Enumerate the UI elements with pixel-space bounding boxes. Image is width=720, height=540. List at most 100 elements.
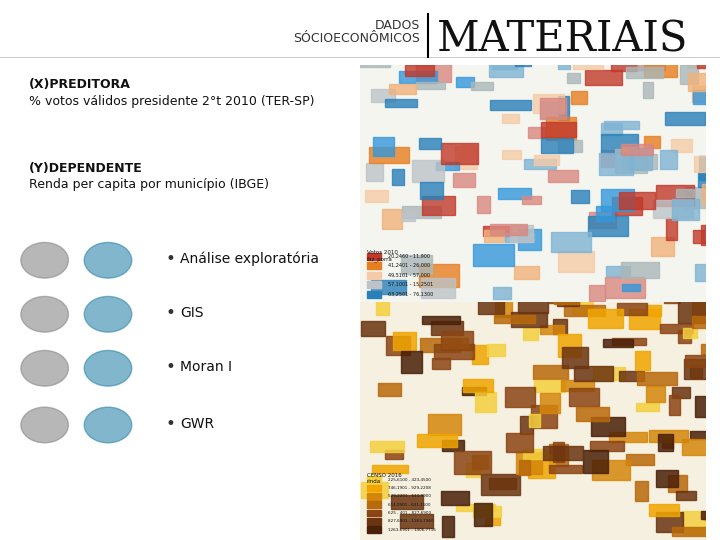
Bar bbox=[571, 91, 587, 104]
Bar bbox=[619, 192, 655, 209]
Bar bbox=[417, 434, 456, 447]
Bar bbox=[618, 303, 647, 315]
Text: 529,2201 - 613,9900: 529,2201 - 613,9900 bbox=[387, 494, 431, 498]
Bar bbox=[606, 266, 629, 276]
Bar bbox=[540, 98, 567, 119]
Bar bbox=[546, 117, 576, 140]
Text: 225,6100 - 423,4500: 225,6100 - 423,4500 bbox=[387, 478, 431, 482]
Bar bbox=[360, 49, 390, 66]
Bar bbox=[392, 495, 423, 509]
Bar bbox=[366, 163, 383, 181]
Bar bbox=[624, 147, 636, 156]
Bar bbox=[367, 291, 381, 298]
Text: 20,2460 - 11,900: 20,2460 - 11,900 bbox=[387, 254, 430, 259]
Bar bbox=[601, 189, 634, 211]
Bar bbox=[629, 147, 652, 170]
Bar bbox=[523, 328, 538, 340]
Bar bbox=[487, 344, 505, 356]
Bar bbox=[651, 238, 674, 256]
Bar bbox=[688, 55, 720, 68]
Bar bbox=[662, 438, 672, 448]
Bar bbox=[588, 308, 624, 328]
Bar bbox=[667, 218, 678, 240]
Text: 63,2501 - 76,1300: 63,2501 - 76,1300 bbox=[387, 292, 433, 296]
Text: 746,1901 - 929,2208: 746,1901 - 929,2208 bbox=[387, 486, 431, 490]
Bar bbox=[683, 328, 697, 339]
Circle shape bbox=[21, 296, 68, 332]
Bar bbox=[367, 281, 381, 288]
Bar bbox=[599, 153, 633, 176]
Bar bbox=[615, 150, 647, 173]
Bar bbox=[367, 518, 381, 524]
Bar bbox=[528, 414, 541, 427]
Bar bbox=[660, 324, 693, 333]
Bar bbox=[371, 280, 407, 294]
Bar bbox=[549, 444, 568, 467]
Bar bbox=[518, 300, 548, 313]
Bar bbox=[432, 359, 451, 369]
Bar bbox=[603, 339, 634, 347]
Bar bbox=[693, 90, 720, 104]
Bar bbox=[678, 300, 718, 322]
Bar bbox=[608, 432, 647, 442]
Bar bbox=[694, 156, 718, 172]
Bar bbox=[636, 403, 660, 411]
Bar bbox=[474, 503, 492, 526]
Bar bbox=[456, 77, 474, 86]
Circle shape bbox=[21, 407, 68, 443]
Bar bbox=[676, 491, 696, 501]
Text: 1263,6901 - 1406,7716: 1263,6901 - 1406,7716 bbox=[387, 528, 436, 531]
Bar bbox=[442, 338, 468, 348]
Text: •: • bbox=[166, 304, 176, 322]
Bar bbox=[475, 392, 496, 411]
Bar bbox=[524, 159, 557, 168]
Bar bbox=[461, 145, 475, 157]
Bar bbox=[696, 396, 719, 417]
Bar bbox=[441, 143, 478, 164]
Bar bbox=[558, 57, 570, 70]
Bar bbox=[688, 73, 713, 91]
Bar bbox=[515, 59, 531, 66]
Bar bbox=[676, 188, 694, 197]
Bar bbox=[442, 441, 464, 451]
Bar bbox=[548, 287, 570, 303]
Bar bbox=[490, 100, 531, 110]
Bar bbox=[419, 264, 459, 287]
Bar bbox=[682, 511, 711, 534]
Bar bbox=[420, 338, 459, 352]
Bar bbox=[701, 511, 720, 519]
Bar bbox=[402, 206, 441, 218]
Bar bbox=[511, 312, 546, 327]
Bar bbox=[399, 71, 437, 83]
Bar bbox=[412, 160, 444, 181]
Bar bbox=[540, 394, 560, 413]
Bar bbox=[541, 102, 557, 119]
Bar bbox=[361, 321, 385, 336]
Bar bbox=[492, 48, 517, 69]
Bar bbox=[456, 504, 495, 511]
Bar bbox=[562, 380, 594, 391]
Bar bbox=[665, 112, 706, 125]
Bar bbox=[644, 136, 660, 147]
Text: MATERIAIS: MATERIAIS bbox=[437, 18, 688, 60]
Bar bbox=[693, 231, 719, 242]
Bar bbox=[371, 441, 404, 453]
Bar bbox=[635, 481, 647, 501]
Bar bbox=[554, 289, 580, 304]
Bar bbox=[572, 190, 590, 202]
Bar bbox=[649, 504, 679, 516]
Text: 57,1001 - 15,2501: 57,1001 - 15,2501 bbox=[387, 282, 433, 287]
Bar bbox=[544, 446, 583, 460]
Bar bbox=[705, 225, 720, 239]
Text: GIS: GIS bbox=[180, 306, 204, 320]
Bar bbox=[385, 99, 418, 107]
Bar bbox=[495, 296, 513, 317]
Bar bbox=[672, 527, 709, 536]
Text: Votos 2010
faz_porra: Votos 2010 faz_porra bbox=[367, 250, 397, 261]
Bar bbox=[582, 450, 608, 473]
Bar bbox=[514, 266, 539, 279]
Bar bbox=[558, 140, 582, 152]
Bar bbox=[623, 154, 657, 169]
Bar bbox=[493, 287, 510, 299]
Bar bbox=[553, 319, 567, 334]
